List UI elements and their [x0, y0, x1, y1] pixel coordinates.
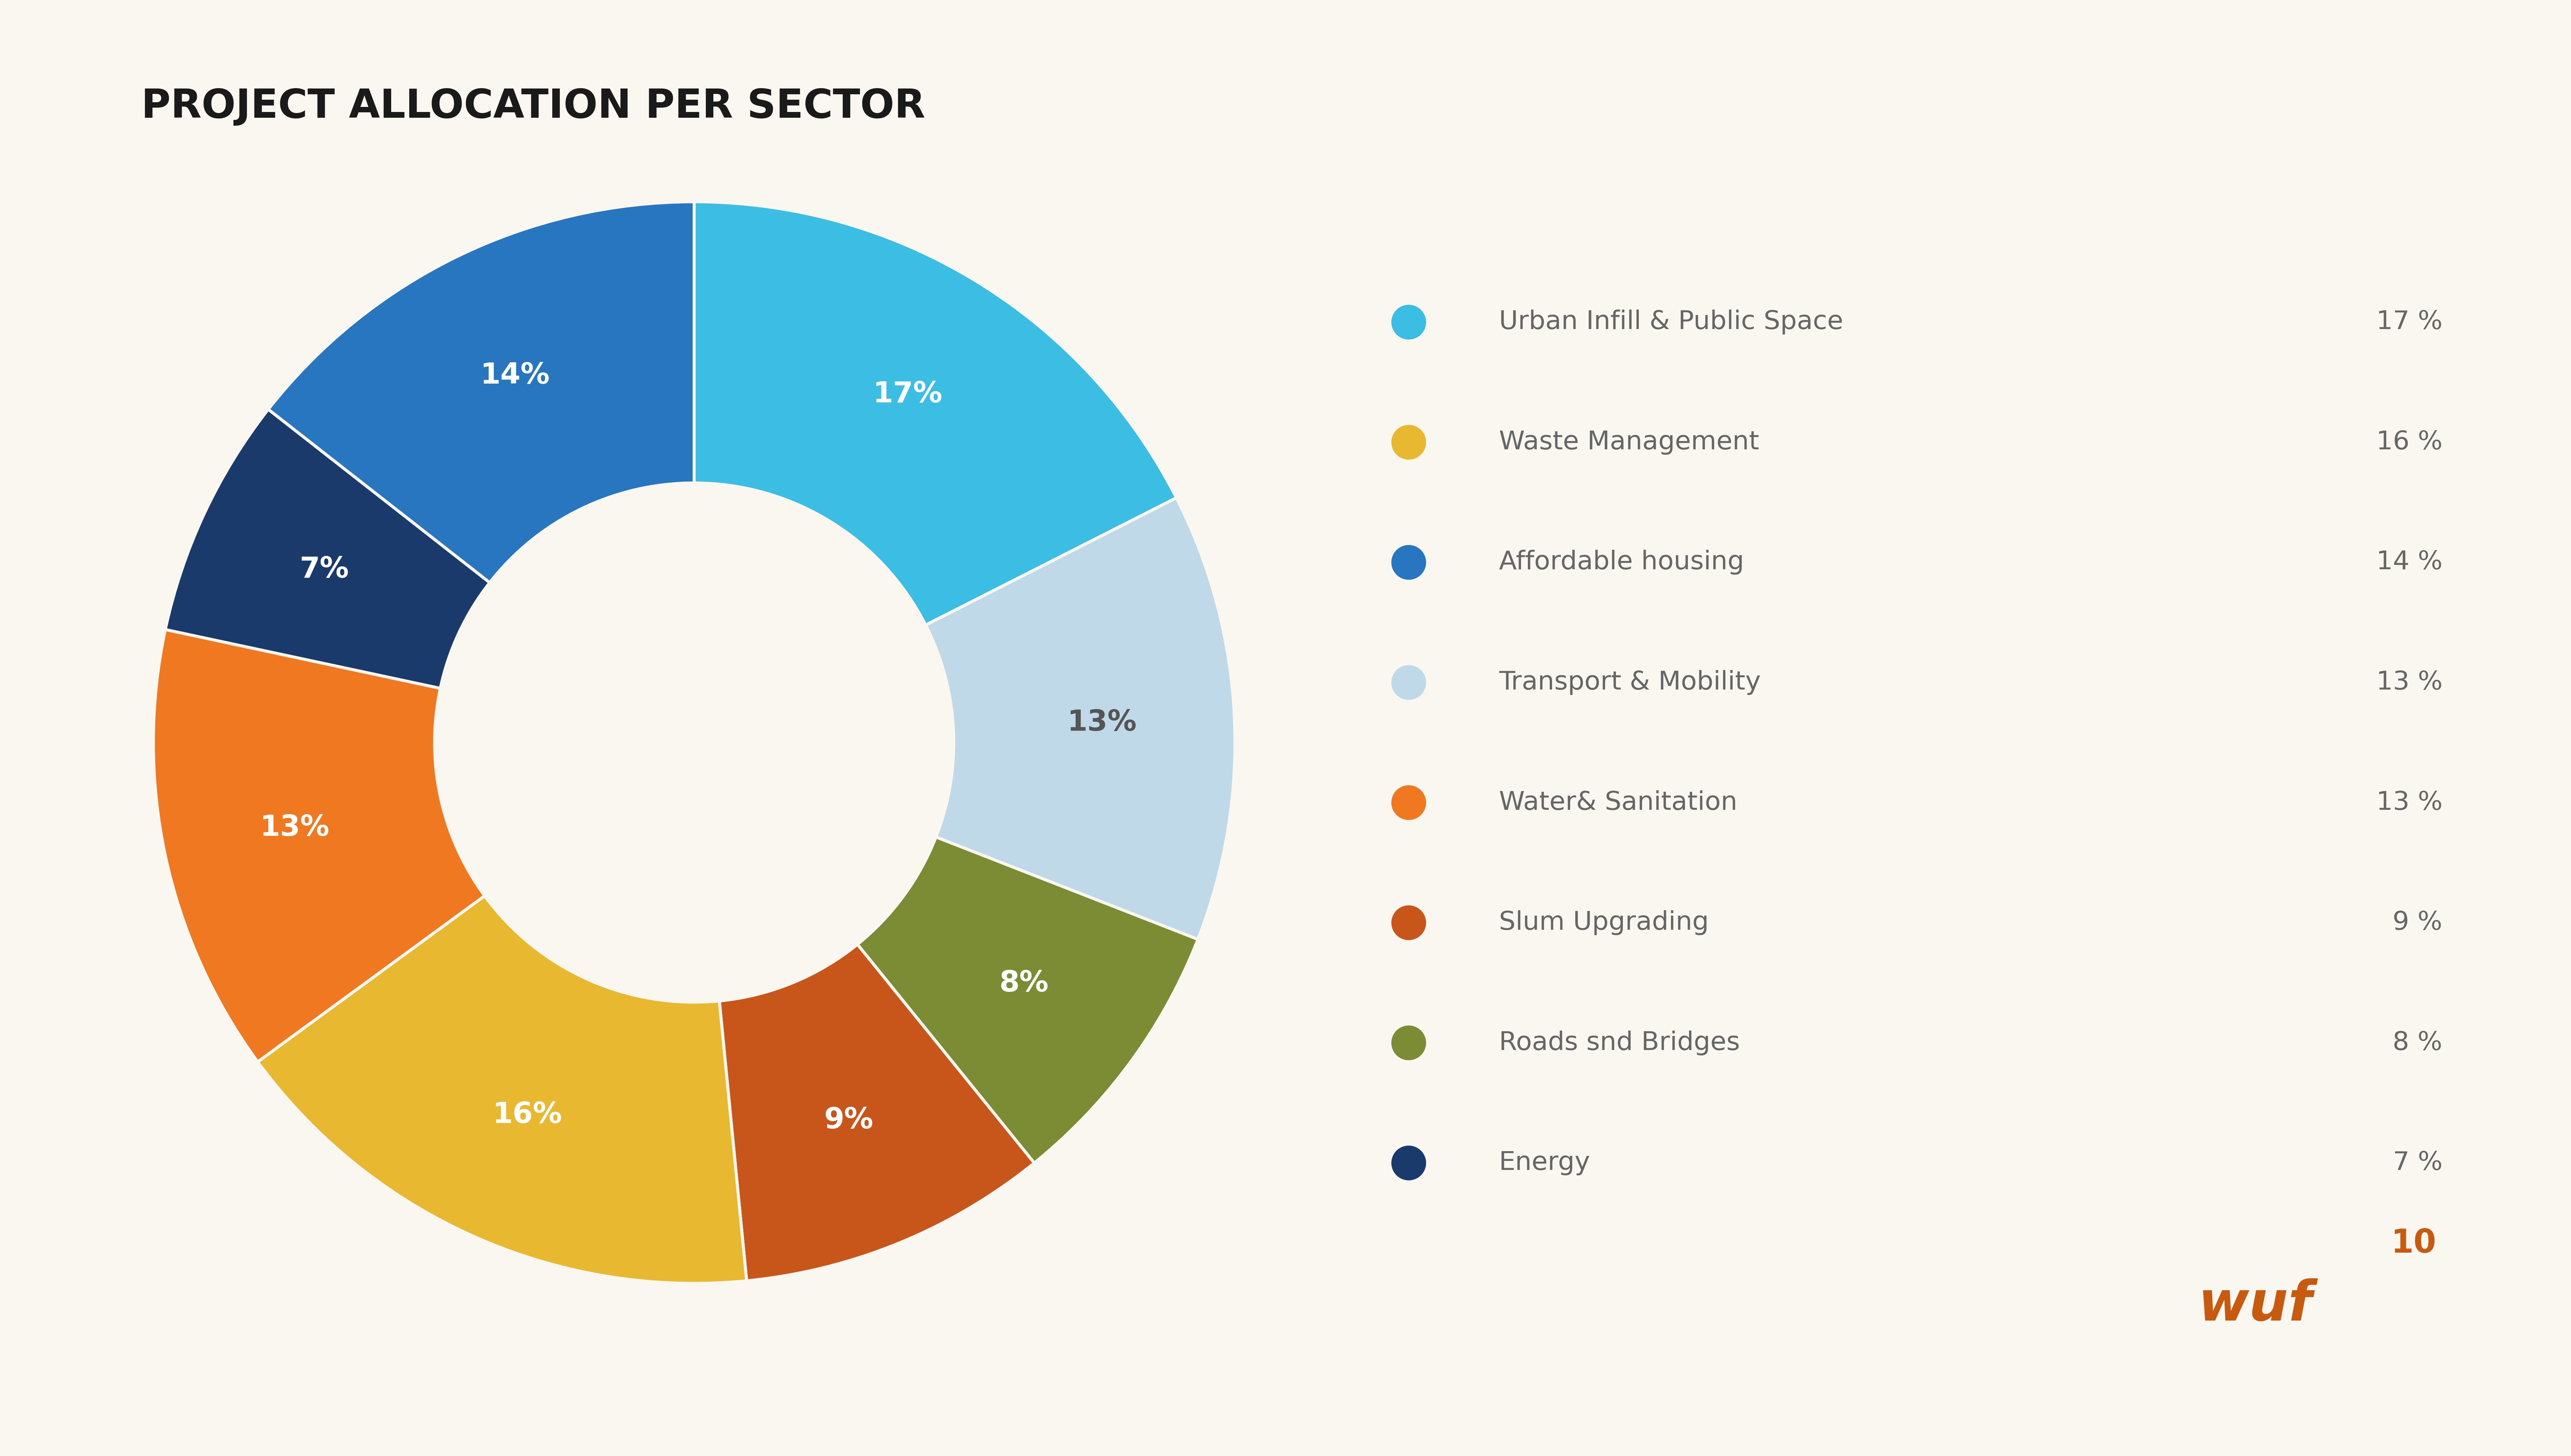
Text: 10: 10	[2391, 1227, 2437, 1259]
Text: 13%: 13%	[1067, 709, 1136, 737]
Circle shape	[1391, 906, 1427, 941]
Text: Waste Management: Waste Management	[1499, 430, 1759, 454]
Wedge shape	[856, 837, 1198, 1163]
Text: 9%: 9%	[825, 1107, 874, 1134]
Text: Urban Infill & Public Space: Urban Infill & Public Space	[1499, 310, 1843, 335]
Circle shape	[1391, 1146, 1427, 1181]
Text: Energy: Energy	[1499, 1150, 1591, 1175]
Text: Roads snd Bridges: Roads snd Bridges	[1499, 1031, 1741, 1056]
Text: 14%: 14%	[481, 361, 550, 390]
Text: 16 %: 16 %	[2376, 430, 2442, 454]
Text: Transport & Mobility: Transport & Mobility	[1499, 670, 1761, 695]
Circle shape	[1391, 665, 1427, 700]
Text: 7%: 7%	[301, 556, 350, 584]
Text: 17%: 17%	[874, 380, 944, 409]
Wedge shape	[257, 895, 746, 1283]
Text: 14 %: 14 %	[2376, 550, 2442, 575]
Text: 13 %: 13 %	[2376, 670, 2442, 695]
Text: wuf: wuf	[2198, 1278, 2311, 1332]
Wedge shape	[165, 409, 488, 689]
Wedge shape	[694, 202, 1178, 625]
Text: 7 %: 7 %	[2394, 1150, 2442, 1175]
Text: Affordable housing: Affordable housing	[1499, 550, 1743, 575]
Text: 17 %: 17 %	[2376, 310, 2442, 335]
Wedge shape	[720, 945, 1034, 1281]
Text: 13%: 13%	[260, 814, 329, 842]
Text: 8 %: 8 %	[2394, 1031, 2442, 1056]
Text: 8%: 8%	[1000, 970, 1049, 997]
Wedge shape	[154, 629, 486, 1061]
Text: 16%: 16%	[494, 1101, 563, 1130]
Circle shape	[1391, 425, 1427, 460]
Circle shape	[1391, 785, 1427, 820]
Text: Water& Sanitation: Water& Sanitation	[1499, 791, 1738, 815]
Wedge shape	[926, 498, 1234, 939]
Circle shape	[1391, 304, 1427, 339]
Circle shape	[1391, 1025, 1427, 1060]
Circle shape	[1391, 545, 1427, 579]
Wedge shape	[267, 202, 694, 582]
Text: Slum Upgrading: Slum Upgrading	[1499, 910, 1710, 935]
Text: 9 %: 9 %	[2394, 910, 2442, 935]
Text: PROJECT ALLOCATION PER SECTOR: PROJECT ALLOCATION PER SECTOR	[141, 87, 926, 127]
Text: 13 %: 13 %	[2376, 791, 2442, 815]
